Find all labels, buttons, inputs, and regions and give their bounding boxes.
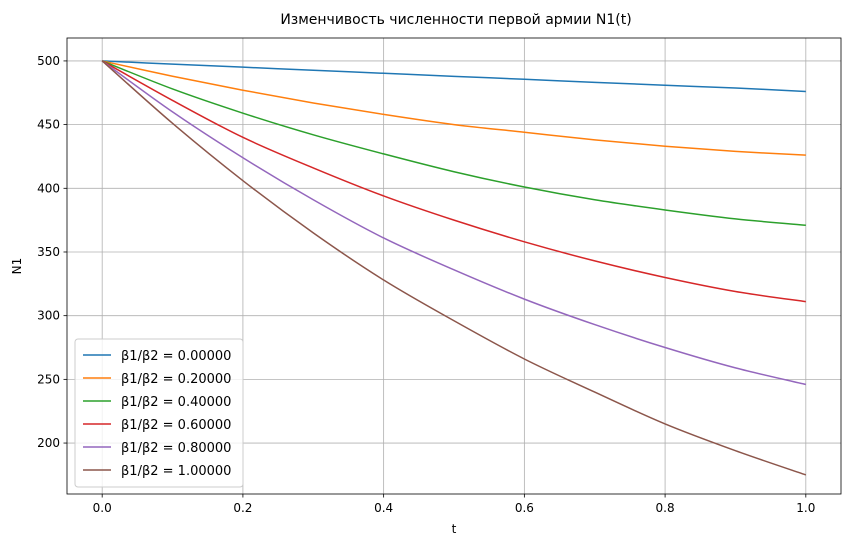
series-line-1 [102,60,806,156]
series-lines [101,60,807,476]
grid [67,38,841,494]
y-tick-label: 200 [37,436,60,450]
y-tick-label: 500 [37,54,60,68]
legend-label-5: β1/β2 = 1.00000 [121,464,231,479]
legend-label-3: β1/β2 = 0.60000 [121,418,231,433]
x-tick-label: 0.8 [656,501,675,515]
plot-frame [66,37,842,495]
series-line-2 [101,60,806,226]
legend: β1/β2 = 0.00000 β1/β2 = 0.20000 β1/β2 = 0.… [74,338,244,488]
series-line-0 [102,60,806,93]
ticks: 0.0 0.2 0.4 0.6 0.8 1.0 200 250 300 350 400 450 500 [37,54,815,515]
y-tick-label: 350 [37,245,60,259]
legend-label-2: β1/β2 = 0.40000 [121,395,231,410]
x-axis-label: t [452,522,457,536]
y-tick-label: 300 [37,309,60,323]
x-tick-label: 0.0 [93,501,112,515]
x-tick-label: 0.4 [374,501,393,515]
x-tick-label: 1.0 [796,501,815,515]
series-line-5 [101,60,807,476]
legend-box [74,338,244,488]
x-tick-label: 0.6 [515,501,534,515]
y-axis-label: N1 [10,258,24,275]
chart-title: Изменчивость численности первой армии N1… [280,12,631,28]
legend-label-4: β1/β2 = 0.80000 [121,441,231,456]
legend-label-0: β1/β2 = 0.00000 [121,349,231,364]
y-tick-label: 400 [37,181,60,195]
x-tick-label: 0.2 [233,501,252,515]
legend-label-1: β1/β2 = 0.20000 [121,372,231,387]
y-tick-label: 250 [37,372,60,386]
series-line-4 [101,60,806,386]
series-line-3 [101,60,806,303]
y-tick-label: 450 [37,118,60,132]
